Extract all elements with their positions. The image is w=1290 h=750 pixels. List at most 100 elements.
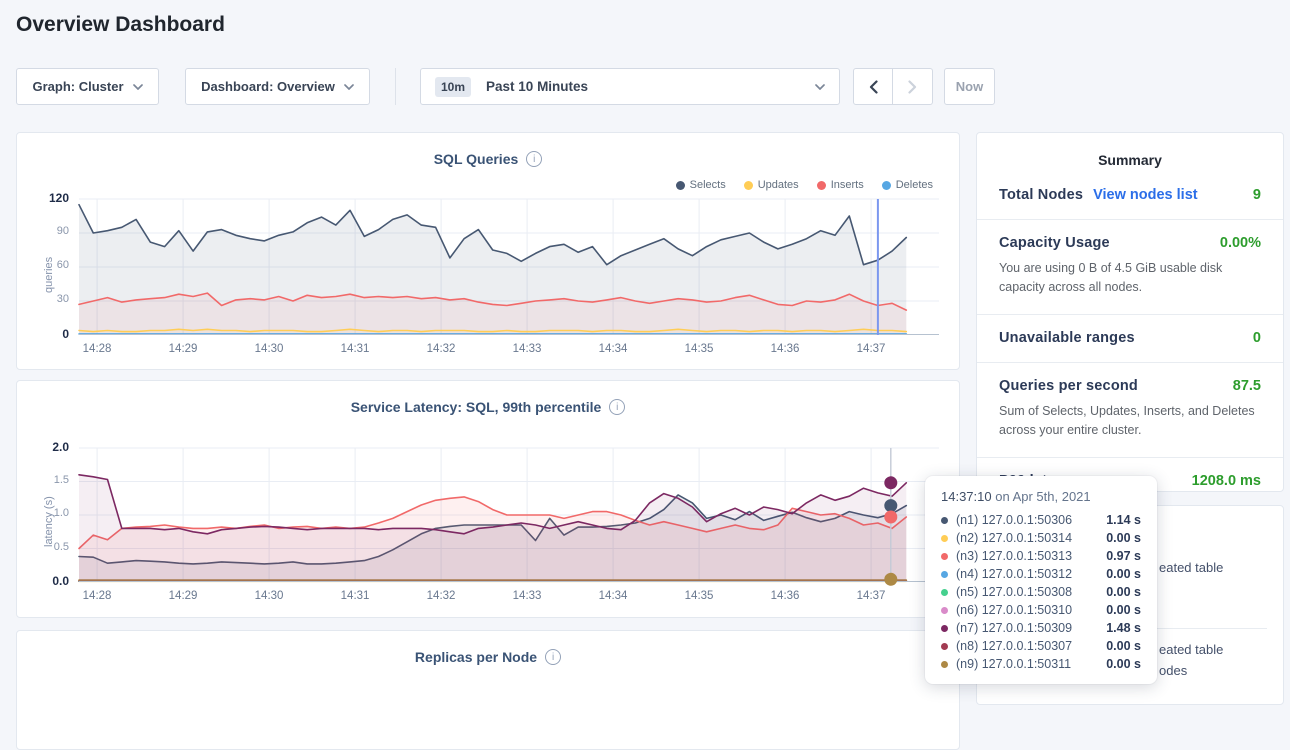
chevron-left-icon xyxy=(869,80,878,94)
x-axis-tick: 14:31 xyxy=(335,343,375,355)
summary-panel: Summary Total Nodes View nodes list 9 Ca… xyxy=(976,132,1284,492)
node-latency-value: 0.00 s xyxy=(1106,657,1141,671)
y-axis-tick: 90 xyxy=(23,225,69,237)
node-color-dot-icon xyxy=(941,625,948,632)
y-axis-label: latency (s) xyxy=(43,496,55,547)
node-latency-value: 0.97 s xyxy=(1106,549,1141,563)
node-latency-value: 1.48 s xyxy=(1106,621,1141,635)
service-latency-panel: Service Latency: SQL, 99th percentile i … xyxy=(16,380,960,618)
event-text-fragment: eated table xyxy=(1159,642,1223,657)
node-address: (n9) 127.0.0.1:50311 xyxy=(956,657,1098,671)
summary-description: You are using 0 B of 4.5 GiB usable disk… xyxy=(999,259,1261,298)
tooltip-node-row: (n3) 127.0.0.1:50313 0.97 s xyxy=(941,547,1141,565)
legend-label: Inserts xyxy=(831,179,864,191)
summary-value: 9 xyxy=(1253,187,1261,203)
x-axis-tick: 14:36 xyxy=(765,343,805,355)
x-axis-tick: 14:30 xyxy=(249,343,289,355)
time-range-label: Past 10 Minutes xyxy=(486,79,806,94)
x-axis-tick: 14:34 xyxy=(593,590,633,602)
node-address: (n7) 127.0.0.1:50309 xyxy=(956,621,1098,635)
node-address: (n1) 127.0.0.1:50306 xyxy=(956,513,1098,527)
sql-chart-plot[interactable] xyxy=(79,199,939,335)
info-icon[interactable]: i xyxy=(609,399,625,415)
tooltip-node-row: (n4) 127.0.0.1:503120.00 s xyxy=(941,565,1141,583)
summary-row-unavailable-ranges: Unavailable ranges 0 xyxy=(977,314,1283,362)
legend-label: Selects xyxy=(690,179,726,191)
graph-dropdown-label: Graph: Cluster xyxy=(32,79,123,94)
summary-description: Sum of Selects, Updates, Inserts, and De… xyxy=(999,402,1261,441)
node-color-dot-icon xyxy=(941,571,948,578)
legend-dot-icon xyxy=(744,181,753,190)
tooltip-node-row: (n2) 127.0.0.1:503140.00 s xyxy=(941,529,1141,547)
node-address: (n3) 127.0.0.1:50313 xyxy=(956,549,1098,563)
node-color-dot-icon xyxy=(941,517,948,524)
time-next-button[interactable] xyxy=(893,68,933,105)
event-text-fragment: eated table xyxy=(1159,560,1223,575)
y-axis-tick: 30 xyxy=(23,293,69,305)
chevron-down-icon xyxy=(344,84,354,90)
summary-value: 1208.0 ms xyxy=(1192,473,1261,489)
x-axis-tick: 14:34 xyxy=(593,343,633,355)
summary-label: Total Nodes xyxy=(999,187,1083,203)
legend-dot-icon xyxy=(817,181,826,190)
node-latency-value: 0.00 s xyxy=(1106,567,1141,581)
tooltip-node-row: (n1) 127.0.0.1:503061.14 s xyxy=(941,511,1141,529)
node-color-dot-icon xyxy=(941,553,948,560)
summary-label: Queries per second xyxy=(999,378,1138,394)
summary-value: 0 xyxy=(1253,330,1261,346)
dashboard-dropdown[interactable]: Dashboard: Overview xyxy=(185,68,370,105)
chevron-down-icon xyxy=(133,84,143,90)
summary-value: 87.5 xyxy=(1233,378,1261,394)
time-range-badge: 10m xyxy=(435,77,471,97)
info-icon[interactable]: i xyxy=(526,151,542,167)
y-axis-tick: 60 xyxy=(23,259,69,271)
summary-label: Capacity Usage xyxy=(999,235,1110,251)
latency-chart-plot[interactable] xyxy=(79,448,939,582)
node-color-dot-icon xyxy=(941,607,948,614)
time-range-picker[interactable]: 10m Past 10 Minutes xyxy=(420,68,840,105)
chart-legend: SelectsUpdatesInsertsDeletes xyxy=(676,179,933,191)
tooltip-node-row: (n6) 127.0.0.1:50310 0.00 s xyxy=(941,601,1141,619)
y-axis-tick: 0 xyxy=(23,327,69,341)
x-axis-tick: 14:28 xyxy=(77,343,117,355)
node-latency-value: 0.00 s xyxy=(1106,585,1141,599)
time-prev-button[interactable] xyxy=(853,68,893,105)
tooltip-time: 14:37:10 xyxy=(941,489,992,504)
tooltip-node-row: (n5) 127.0.0.1:50308 0.00 s xyxy=(941,583,1141,601)
sql-queries-panel: SQL Queries i SelectsUpdatesInsertsDelet… xyxy=(16,132,960,370)
info-icon[interactable]: i xyxy=(545,649,561,665)
graph-dropdown[interactable]: Graph: Cluster xyxy=(16,68,159,105)
chart-title: Service Latency: SQL, 99th percentile xyxy=(351,399,602,415)
x-axis-tick: 14:37 xyxy=(851,343,891,355)
now-button[interactable]: Now xyxy=(944,68,995,105)
node-address: (n6) 127.0.0.1:50310 xyxy=(956,603,1098,617)
tooltip-timestamp: 14:37:10 on Apr 5th, 2021 xyxy=(941,489,1141,504)
summary-value: 0.00% xyxy=(1220,235,1261,251)
node-latency-value: 0.00 s xyxy=(1106,531,1141,545)
x-axis-tick: 14:35 xyxy=(679,343,719,355)
node-color-dot-icon xyxy=(941,589,948,596)
node-address: (n5) 127.0.0.1:50308 xyxy=(956,585,1098,599)
node-color-dot-icon xyxy=(941,661,948,668)
x-axis-tick: 14:37 xyxy=(851,590,891,602)
x-axis-tick: 14:32 xyxy=(421,343,461,355)
y-axis-tick: 2.0 xyxy=(23,440,69,454)
chart-hover-tooltip: 14:37:10 on Apr 5th, 2021 (n1) 127.0.0.1… xyxy=(925,476,1157,684)
summary-row-total-nodes: Total Nodes View nodes list 9 xyxy=(977,172,1283,219)
view-nodes-list-link[interactable]: View nodes list xyxy=(1093,187,1198,203)
x-axis-tick: 14:31 xyxy=(335,590,375,602)
summary-row-qps: Queries per second 87.5 Sum of Selects, … xyxy=(977,362,1283,457)
chart-title: Replicas per Node xyxy=(415,649,537,665)
legend-item-inserts: Inserts xyxy=(817,179,864,191)
x-axis-tick: 14:29 xyxy=(163,590,203,602)
summary-label: Unavailable ranges xyxy=(999,330,1135,346)
x-axis-tick: 14:36 xyxy=(765,590,805,602)
x-axis-tick: 14:28 xyxy=(77,590,117,602)
legend-dot-icon xyxy=(676,181,685,190)
x-axis-tick: 14:33 xyxy=(507,590,547,602)
summary-title: Summary xyxy=(977,133,1283,172)
node-latency-value: 0.00 s xyxy=(1106,603,1141,617)
toolbar-divider xyxy=(395,68,396,105)
chart-title: SQL Queries xyxy=(434,151,519,167)
legend-item-selects: Selects xyxy=(676,179,726,191)
